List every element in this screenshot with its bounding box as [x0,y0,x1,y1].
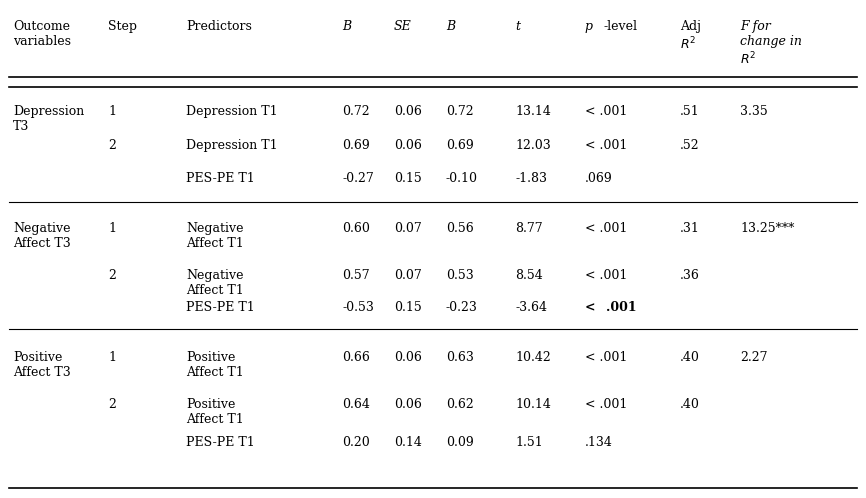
Text: Positive
Affect T1: Positive Affect T1 [186,351,244,379]
Text: Step: Step [108,20,137,33]
Text: .51: .51 [680,105,700,118]
Text: 0.20: 0.20 [342,436,370,449]
Text: 0.69: 0.69 [446,139,474,152]
Text: 0.07: 0.07 [394,269,422,282]
Text: -1.83: -1.83 [515,172,547,185]
Text: 0.62: 0.62 [446,398,474,411]
Text: 0.06: 0.06 [394,105,422,118]
Text: B: B [342,20,352,33]
Text: Negative
Affect T3: Negative Affect T3 [13,222,71,249]
Text: .36: .36 [680,269,700,282]
Text: .31: .31 [680,222,700,235]
Text: 0.09: 0.09 [446,436,474,449]
Text: 1.51: 1.51 [515,436,543,449]
Text: 0.56: 0.56 [446,222,474,235]
Text: 13.25***: 13.25*** [740,222,795,235]
Text: 0.53: 0.53 [446,269,474,282]
Text: Outcome
variables: Outcome variables [13,20,71,48]
Text: 8.77: 8.77 [515,222,543,235]
Text: 0.06: 0.06 [394,139,422,152]
Text: t: t [515,20,520,33]
Text: 2: 2 [108,398,116,411]
Text: <: < [585,301,599,314]
Text: .40: .40 [680,398,700,411]
Text: < .001: < .001 [585,351,627,364]
Text: 10.42: 10.42 [515,351,551,364]
Text: -0.10: -0.10 [446,172,478,185]
Text: .40: .40 [680,351,700,364]
Text: 1: 1 [108,105,116,118]
Text: .52: .52 [680,139,700,152]
Text: PES-PE T1: PES-PE T1 [186,436,255,449]
Text: 10.14: 10.14 [515,398,551,411]
Text: -0.27: -0.27 [342,172,374,185]
Text: 13.14: 13.14 [515,105,551,118]
Text: 0.60: 0.60 [342,222,370,235]
Text: 0.66: 0.66 [342,351,370,364]
Text: Predictors: Predictors [186,20,252,33]
Text: 2: 2 [108,269,116,282]
Text: 12.03: 12.03 [515,139,551,152]
Text: 0.06: 0.06 [394,351,422,364]
Text: 3.35: 3.35 [740,105,768,118]
Text: 0.69: 0.69 [342,139,370,152]
Text: < .001: < .001 [585,398,627,411]
Text: p: p [585,20,592,33]
Text: .001: .001 [606,301,637,314]
Text: Positive
Affect T3: Positive Affect T3 [13,351,71,379]
Text: Negative
Affect T1: Negative Affect T1 [186,222,244,249]
Text: Depression T1: Depression T1 [186,139,278,152]
Text: -3.64: -3.64 [515,301,547,314]
Text: 8.54: 8.54 [515,269,543,282]
Text: .134: .134 [585,436,612,449]
Text: 2.27: 2.27 [740,351,768,364]
Text: 0.06: 0.06 [394,398,422,411]
Text: 1: 1 [108,222,116,235]
Text: 0.72: 0.72 [446,105,474,118]
Text: < .001: < .001 [585,139,627,152]
Text: Depression T1: Depression T1 [186,105,278,118]
Text: 0.07: 0.07 [394,222,422,235]
Text: PES-PE T1: PES-PE T1 [186,301,255,314]
Text: SE: SE [394,20,411,33]
Text: < .001: < .001 [585,222,627,235]
Text: B: B [446,20,456,33]
Text: -level: -level [604,20,637,33]
Text: 0.15: 0.15 [394,172,422,185]
Text: 0.72: 0.72 [342,105,370,118]
Text: PES-PE T1: PES-PE T1 [186,172,255,185]
Text: 0.64: 0.64 [342,398,370,411]
Text: < .001: < .001 [585,105,627,118]
Text: Adj
$R^2$: Adj $R^2$ [680,20,701,52]
Text: .069: .069 [585,172,612,185]
Text: 0.57: 0.57 [342,269,370,282]
Text: < .001: < .001 [585,269,627,282]
Text: 2: 2 [108,139,116,152]
Text: F for
change in
$R^2$: F for change in $R^2$ [740,20,802,67]
Text: Positive
Affect T1: Positive Affect T1 [186,398,244,426]
Text: -0.53: -0.53 [342,301,374,314]
Text: -0.23: -0.23 [446,301,478,314]
Text: Negative
Affect T1: Negative Affect T1 [186,269,244,297]
Text: Depression
T3: Depression T3 [13,105,84,132]
Text: 1: 1 [108,351,116,364]
Text: 0.63: 0.63 [446,351,474,364]
Text: 0.15: 0.15 [394,301,422,314]
Text: 0.14: 0.14 [394,436,422,449]
